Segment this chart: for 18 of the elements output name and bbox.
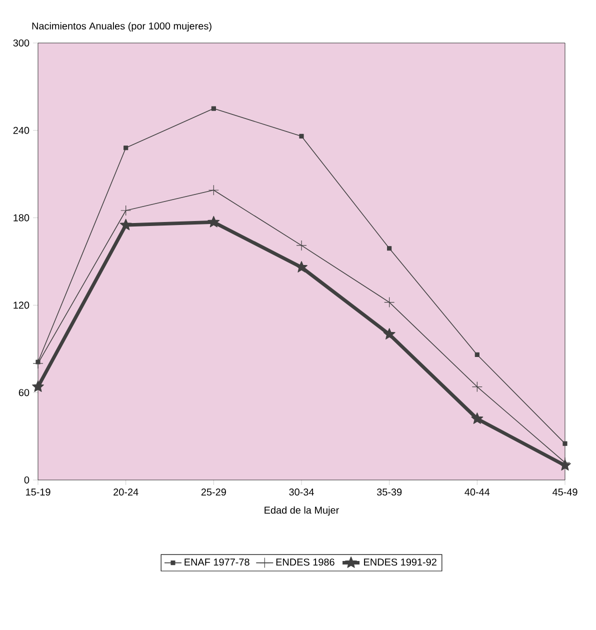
x-tick-label: 40-44 — [464, 488, 490, 496]
legend-label: ENDES 1991-92 — [364, 558, 436, 566]
y-tick-label: 180 — [14, 214, 30, 222]
legend-label: ENDES 1986 — [276, 558, 334, 566]
x-tick-label: 35-39 — [376, 488, 402, 496]
y-tick-label: 0 — [24, 476, 30, 484]
legend-label: ENAF 1977-78 — [184, 558, 250, 566]
x-tick-label: 15-19 — [26, 488, 50, 496]
x-tick-label: 20-24 — [114, 488, 138, 496]
x-axis-title: Edad de la Mujer — [264, 506, 339, 516]
x-tick-label: 30-34 — [289, 488, 314, 496]
x-tick-label: 45-49 — [552, 488, 578, 496]
x-tick-label: 25-29 — [201, 488, 226, 496]
y-tick-label: 60 — [18, 389, 30, 396]
y-tick-label: 120 — [14, 302, 30, 309]
y-tick-label: 300 — [13, 39, 30, 47]
y-tick-label: 240 — [13, 126, 30, 134]
y-axis-title: Nacimientos Anuales (por 1000 mujeres) — [32, 22, 212, 32]
